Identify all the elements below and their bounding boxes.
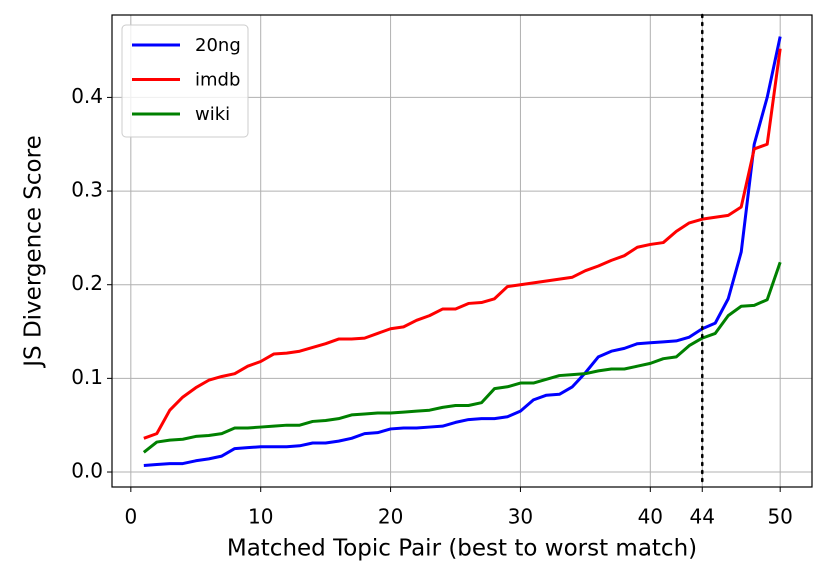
y-tick-label: 0.4: [71, 84, 103, 108]
legend-label: wiki: [195, 104, 230, 125]
x-tick-label: 40: [638, 505, 663, 529]
legend-box: [121, 24, 249, 138]
legend: 20ng imdb wiki: [121, 24, 249, 138]
x-tick-label: 50: [767, 505, 792, 529]
plot-frame: [111, 14, 813, 488]
x-tick-label: 44: [690, 505, 715, 529]
series-line: [143, 36, 782, 467]
x-tick-label: 20: [378, 505, 403, 529]
legend-label: imdb: [195, 70, 240, 91]
series-line: [143, 48, 782, 440]
x-tick-label: 10: [248, 505, 273, 529]
y-tick-label: 0.1: [71, 365, 103, 389]
y-axis-label: JS Divergence Score: [21, 135, 47, 368]
x-tick-label: 0: [124, 505, 137, 529]
y-tick-label: 0.2: [71, 271, 103, 295]
legend-label: 20ng: [195, 35, 241, 56]
series-line: [142, 261, 782, 454]
y-tick-label: 0.3: [71, 178, 103, 202]
x-axis-label: Matched Topic Pair (best to worst match): [227, 536, 697, 562]
y-tick-label: 0.0: [71, 459, 103, 483]
x-tick-label: 30: [508, 505, 533, 529]
